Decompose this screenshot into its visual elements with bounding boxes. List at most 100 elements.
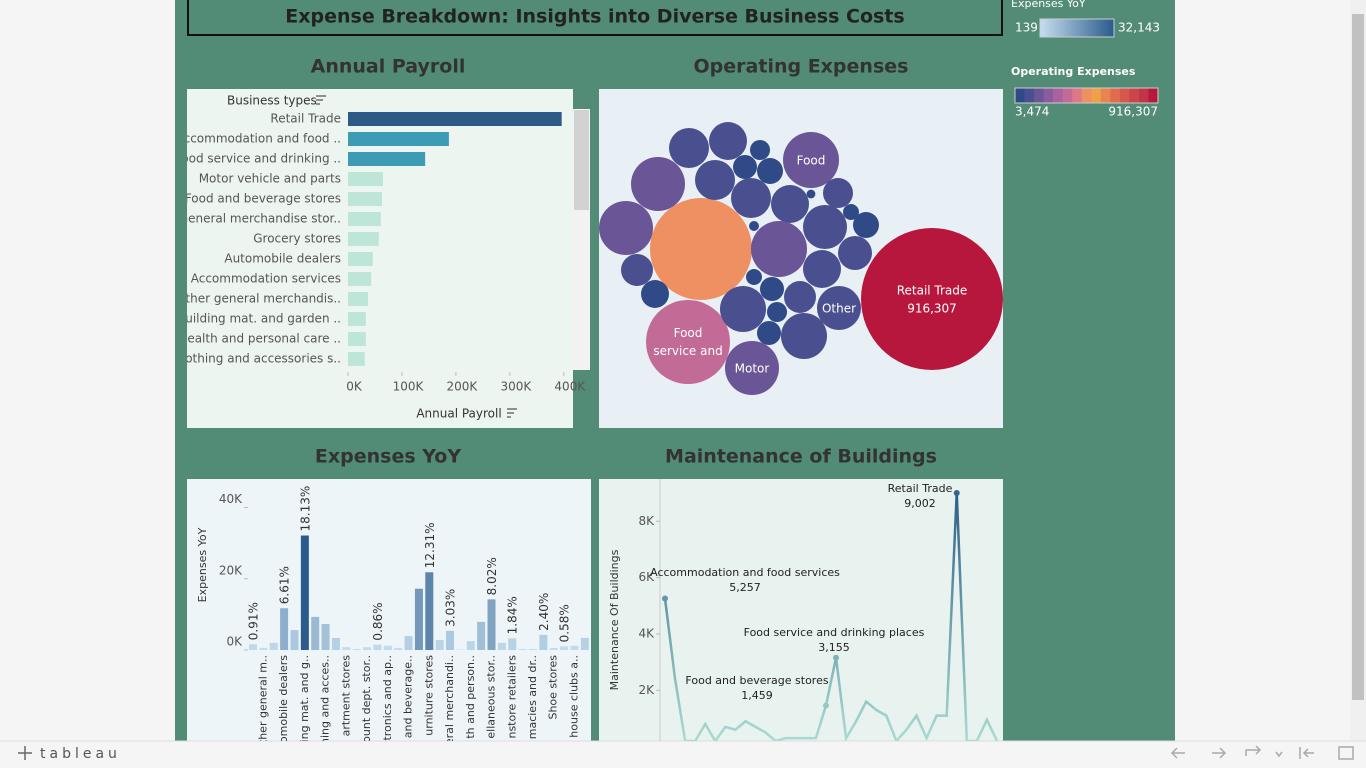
bar: [446, 630, 455, 650]
tableau-logo[interactable]: tableau: [40, 746, 121, 762]
bar: [383, 645, 392, 650]
x-tick-label: omobile dealers: [277, 655, 290, 743]
bar: [290, 630, 299, 650]
x-tick-label: ellaneous stor..: [485, 655, 498, 739]
point: [662, 595, 668, 602]
legend-max: 32,143: [1118, 21, 1160, 35]
legend-swatch: [1024, 88, 1035, 103]
bubble: [669, 128, 709, 168]
bar-annotation: 18.13%: [298, 486, 312, 532]
bar: [487, 599, 496, 650]
bubble-label-text: Food service and: [653, 326, 723, 358]
x-tick-label: ing mat. and g..: [298, 655, 311, 742]
bar: [570, 645, 579, 650]
x-tick-label: house clubs a..: [567, 655, 580, 738]
bar: [352, 648, 361, 650]
legend-swatch: [1119, 88, 1130, 103]
point-value-label: 1,459: [741, 689, 773, 702]
bar-annotation: 12.31%: [423, 522, 437, 568]
x-tick-label: hing and acces..: [319, 655, 332, 745]
legend-swatch: [1072, 88, 1083, 103]
bubble: [803, 250, 841, 288]
bar: [518, 648, 527, 650]
bar: [348, 212, 381, 226]
legend-min: 3,474: [1015, 105, 1049, 119]
bar: [363, 647, 372, 650]
bubble: [843, 204, 859, 220]
bar: [348, 292, 368, 306]
y-tick-label: Motor vehicle and parts: [199, 172, 341, 186]
fullscreen-button[interactable]: [1338, 746, 1354, 760]
redo-button[interactable]: [1212, 747, 1227, 759]
x-tick-label: ount dept. stor..: [360, 655, 373, 743]
legend-swatch: [1110, 88, 1121, 103]
y-tick-label: Accommodation services: [191, 272, 341, 286]
bar: [348, 112, 562, 126]
bar: [269, 642, 278, 650]
x-tick-label: artment stores: [339, 655, 352, 737]
y-tick-label: 0K: [226, 635, 243, 649]
x-tick-label: and beverage..: [402, 655, 415, 738]
bar-annotation: 0.91%: [247, 602, 261, 640]
bubble: [838, 236, 872, 270]
y-tick-label: 2K: [638, 683, 655, 697]
bubble: [771, 185, 809, 223]
x-tick-label: 400K: [554, 380, 586, 394]
category-header: Business types: [227, 94, 317, 108]
y-tick-label: 8K: [638, 514, 655, 528]
undo-button[interactable]: [1170, 747, 1185, 759]
bubble: [780, 312, 828, 360]
bar: [348, 332, 366, 346]
bubble-plot: Retail Trade 916,307 Food service and Food M…: [599, 122, 1003, 395]
x-tick-label: 300K: [500, 380, 532, 394]
bar: [528, 648, 537, 650]
bar: [300, 535, 309, 650]
line: [663, 492, 999, 741]
point-label: Food service and drinking places: [744, 626, 925, 639]
bar: [348, 312, 366, 326]
y-tick-label: Food and beverage stores: [185, 192, 341, 206]
scrollbar-thumb[interactable]: [574, 110, 589, 210]
reset-button[interactable]: [1299, 747, 1314, 759]
point-label: Accommodation and food services: [650, 566, 840, 579]
y-axis-title: Maintenance Of Buildings: [608, 549, 621, 690]
bubble: [756, 320, 782, 346]
legend-swatch: [1081, 88, 1092, 103]
bar: [348, 272, 372, 286]
tableau-icon: [18, 746, 32, 760]
bubble: [853, 212, 879, 238]
bubble: [759, 276, 785, 302]
bubble: [725, 341, 779, 395]
bar: [466, 641, 475, 650]
legend-swatch: [1100, 88, 1111, 103]
x-tick-label: th and person..: [464, 655, 477, 739]
dropdown-button[interactable]: [1275, 751, 1283, 758]
bubble: [649, 197, 753, 301]
bar: [311, 616, 320, 650]
bar: [539, 634, 548, 650]
x-axis-title: Annual Payroll: [416, 407, 501, 421]
panel: [187, 479, 591, 741]
bubble: [757, 158, 783, 184]
x-tick-label: Shoe stores: [547, 655, 560, 720]
bar-annotation: 0.86%: [371, 602, 385, 640]
bubble: [719, 285, 767, 333]
bubble: [646, 300, 730, 384]
y-tick-label: General merchandise stor..: [179, 212, 341, 226]
point: [833, 654, 840, 661]
bubble: [709, 122, 747, 160]
x-tick-label: tronics and ap..: [381, 655, 394, 741]
revert-button[interactable]: [1245, 745, 1262, 756]
scrollbar-thumb[interactable]: [1352, 14, 1364, 700]
legend-swatch: [1138, 88, 1149, 103]
dashboard-title: Expense Breakdown: Insights into Diverse…: [285, 6, 904, 28]
bar: [404, 636, 413, 650]
bar: [348, 152, 426, 166]
bar-plot: Retail Trade Accommodation and food .. Foo…: [179, 112, 562, 366]
toolbar-icons: [1170, 745, 1354, 760]
bar: [280, 608, 289, 650]
footer-bar: [0, 741, 1366, 768]
bubble-label: Food service and: [653, 326, 723, 358]
y-tick-label: Automobile dealers: [224, 252, 341, 266]
